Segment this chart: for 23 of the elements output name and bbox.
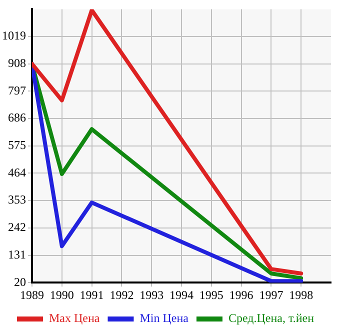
x-tick-label: 1998 bbox=[289, 288, 314, 302]
y-tick-label: 797 bbox=[8, 83, 26, 98]
y-tick-label: 242 bbox=[8, 220, 26, 234]
y-tick-label: 686 bbox=[8, 110, 26, 125]
y-tick-label: 575 bbox=[8, 138, 26, 152]
legend-label: Max Цена bbox=[48, 311, 100, 326]
x-tick-label: 1992 bbox=[110, 288, 134, 302]
x-tick-label: 1990 bbox=[50, 288, 74, 302]
y-tick-label: 1019 bbox=[2, 28, 26, 43]
y-tick-label: 908 bbox=[8, 56, 26, 70]
x-tick-label: 1993 bbox=[140, 288, 164, 302]
x-tick-label: 1997 bbox=[259, 288, 284, 302]
x-tick-label: 1996 bbox=[229, 288, 254, 302]
x-tick-label: 1994 bbox=[170, 288, 194, 302]
legend-label: Min Цена bbox=[140, 311, 190, 326]
y-tick-label: 131 bbox=[8, 247, 26, 262]
y-tick-label: 20 bbox=[14, 274, 26, 289]
x-tick-label: 1995 bbox=[199, 288, 224, 302]
y-tick-label: 353 bbox=[8, 192, 26, 207]
legend-label: Сред.Цена, т.йен bbox=[228, 311, 315, 326]
x-tick-label: 1991 bbox=[80, 288, 104, 302]
x-tick-label: 1989 bbox=[20, 288, 44, 302]
y-tick-label: 464 bbox=[8, 165, 26, 180]
